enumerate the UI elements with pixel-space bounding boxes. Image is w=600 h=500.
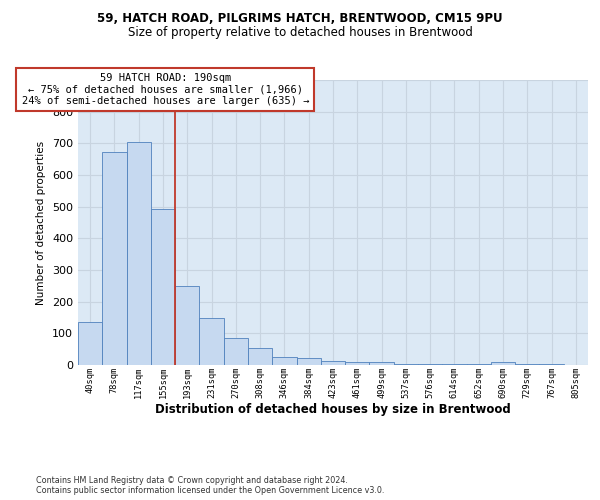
Bar [539, 364, 564, 365]
Bar [515, 364, 539, 365]
Bar [394, 364, 418, 365]
Bar [127, 142, 151, 365]
Bar [296, 358, 321, 365]
Text: 59 HATCH ROAD: 190sqm
← 75% of detached houses are smaller (1,966)
24% of semi-d: 59 HATCH ROAD: 190sqm ← 75% of detached … [22, 73, 309, 106]
Text: Contains HM Land Registry data © Crown copyright and database right 2024.: Contains HM Land Registry data © Crown c… [36, 476, 348, 485]
Bar [418, 364, 442, 365]
Bar [321, 361, 345, 365]
Bar [78, 322, 102, 365]
Y-axis label: Number of detached properties: Number of detached properties [37, 140, 46, 304]
Bar [102, 152, 127, 365]
Text: Size of property relative to detached houses in Brentwood: Size of property relative to detached ho… [128, 26, 472, 39]
Bar [345, 362, 370, 365]
Bar [151, 209, 175, 365]
Bar [272, 357, 296, 365]
Text: 59, HATCH ROAD, PILGRIMS HATCH, BRENTWOOD, CM15 9PU: 59, HATCH ROAD, PILGRIMS HATCH, BRENTWOO… [97, 12, 503, 26]
Bar [175, 286, 199, 365]
Bar [248, 348, 272, 365]
Bar [224, 338, 248, 365]
Bar [491, 362, 515, 365]
X-axis label: Distribution of detached houses by size in Brentwood: Distribution of detached houses by size … [155, 404, 511, 416]
Bar [442, 364, 467, 365]
Bar [199, 318, 224, 365]
Text: Contains public sector information licensed under the Open Government Licence v3: Contains public sector information licen… [36, 486, 385, 495]
Bar [370, 362, 394, 365]
Bar [467, 364, 491, 365]
